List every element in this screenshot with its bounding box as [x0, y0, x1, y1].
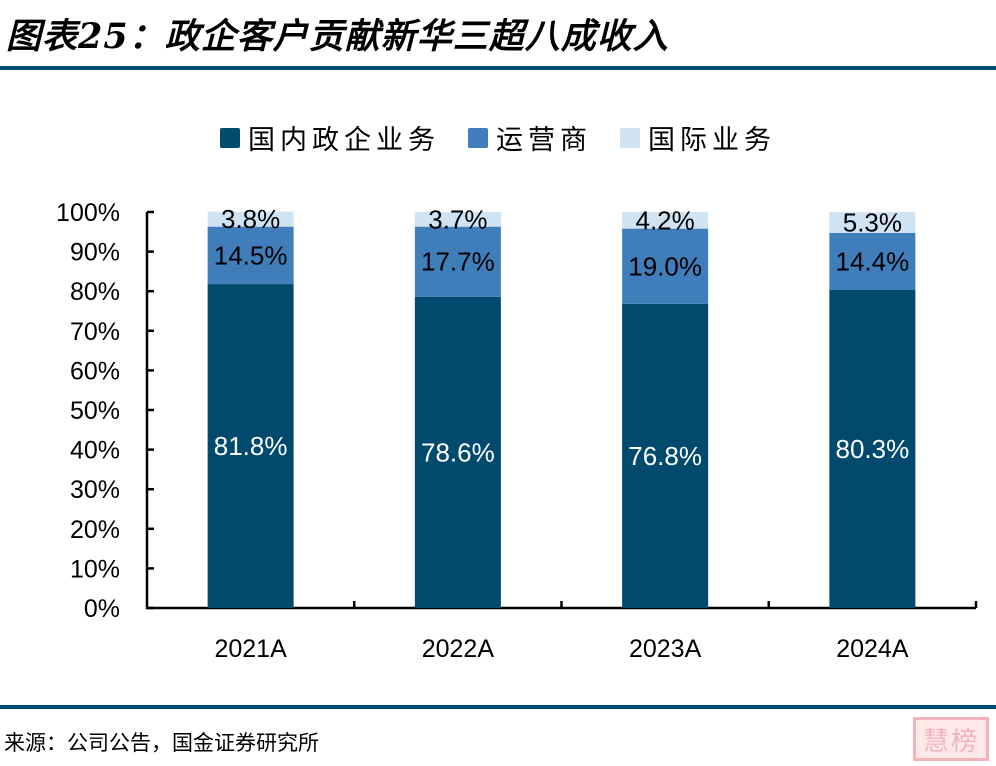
legend: 国内政企业务 运营商 国际业务: [0, 118, 996, 157]
y-tick-label: 20%: [70, 516, 120, 544]
y-tick-label: 50%: [70, 397, 120, 425]
value-labels: 81.8% 14.5% 3.8% 78.6% 17.7% 3.7% 76.8% 19.0% 4.…: [214, 204, 909, 471]
bar-segment: [622, 303, 709, 608]
y-tick-label: 80%: [70, 278, 120, 306]
bar-segment: [207, 284, 294, 608]
bar-segment: [622, 228, 709, 304]
data-label: 17.7%: [421, 247, 495, 277]
x-category-label: 2022A: [422, 635, 495, 663]
x-category-label: 2024A: [836, 635, 909, 663]
legend-label-operator: 运营商: [496, 125, 592, 156]
y-tick-label: 40%: [70, 437, 120, 465]
data-label: 3.8%: [221, 204, 280, 234]
stacked-bar-chart: 0% 10% 20% 30% 40% 50% 60% 70% 80% 90% 100% 2021A 20…: [56, 199, 978, 663]
data-label: 14.5%: [214, 240, 288, 270]
y-tick-label: 60%: [70, 357, 120, 385]
bar-segment: [622, 212, 709, 229]
y-tick-label: 70%: [70, 318, 120, 346]
data-label: 80.3%: [836, 434, 910, 464]
data-label: 5.3%: [843, 207, 902, 237]
legend-label-domestic: 国内政企业务: [248, 125, 440, 156]
legend-item-operator: 运营商: [468, 118, 592, 157]
data-label: 81.8%: [214, 431, 288, 461]
y-tick-label: 100%: [56, 199, 120, 227]
bar-segment: [207, 211, 294, 227]
legend-item-domestic: 国内政企业务: [220, 118, 440, 157]
header-rule: [0, 66, 996, 70]
data-label: 76.8%: [628, 441, 702, 471]
data-label: 19.0%: [628, 251, 702, 281]
bar-segment: [829, 212, 916, 233]
chart-title: 图表25：政企客户贡献新华三超八成收入: [6, 16, 669, 57]
legend-swatch-domestic: [220, 127, 240, 148]
data-label: 14.4%: [836, 247, 910, 277]
footer-rule: [0, 705, 996, 709]
legend-label-international: 国际业务: [648, 125, 776, 156]
y-tick-label: 30%: [70, 476, 120, 504]
y-tick-label: 0%: [84, 595, 120, 623]
bars: [207, 211, 916, 608]
legend-swatch-international: [620, 127, 640, 148]
source-note: 来源：公司公告，国金证券研究所: [4, 731, 319, 755]
bar-segment: [414, 226, 501, 297]
data-label: 78.6%: [421, 437, 495, 467]
x-category-label: 2023A: [629, 635, 702, 663]
data-label: 4.2%: [635, 205, 694, 235]
watermark-stamp: 慧榜: [913, 717, 989, 761]
legend-swatch-operator: [468, 127, 488, 148]
bar-segment: [829, 232, 916, 291]
y-tick-label: 10%: [70, 555, 120, 583]
bar-segment: [207, 226, 294, 285]
y-tick-label: 90%: [70, 239, 120, 267]
legend-item-international: 国际业务: [620, 118, 776, 157]
bar-segment: [414, 296, 501, 608]
bar-segment: [829, 290, 916, 608]
data-label: 3.7%: [428, 204, 487, 234]
bar-segment: [414, 212, 501, 227]
x-category-label: 2021A: [214, 635, 287, 663]
axes: 0% 10% 20% 30% 40% 50% 60% 70% 80% 90% 100% 2021A 20…: [56, 199, 978, 663]
